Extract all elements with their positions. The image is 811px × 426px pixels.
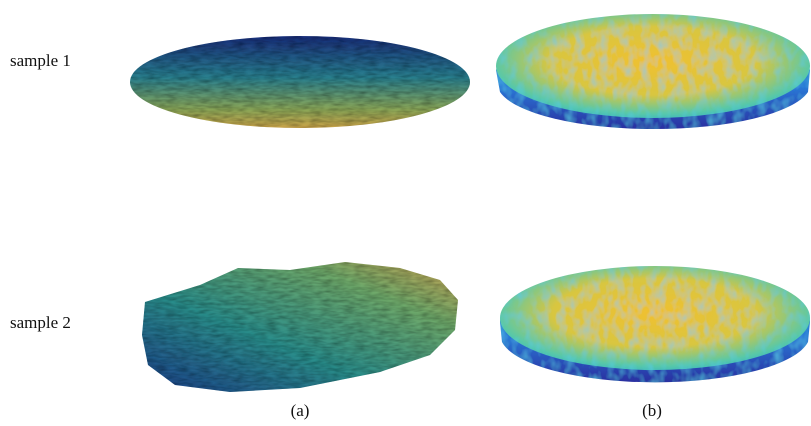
panel-b1	[496, 14, 810, 129]
panel-a1	[130, 36, 470, 128]
row-label: sample 2	[10, 313, 71, 332]
panel-a2	[142, 262, 458, 392]
column-label: (b)	[642, 401, 662, 420]
column-label: (a)	[291, 401, 310, 420]
figure: sample 1 sample 2 (a) (b)	[0, 0, 811, 426]
panel-b2	[500, 266, 810, 382]
row-label: sample 1	[10, 51, 71, 70]
